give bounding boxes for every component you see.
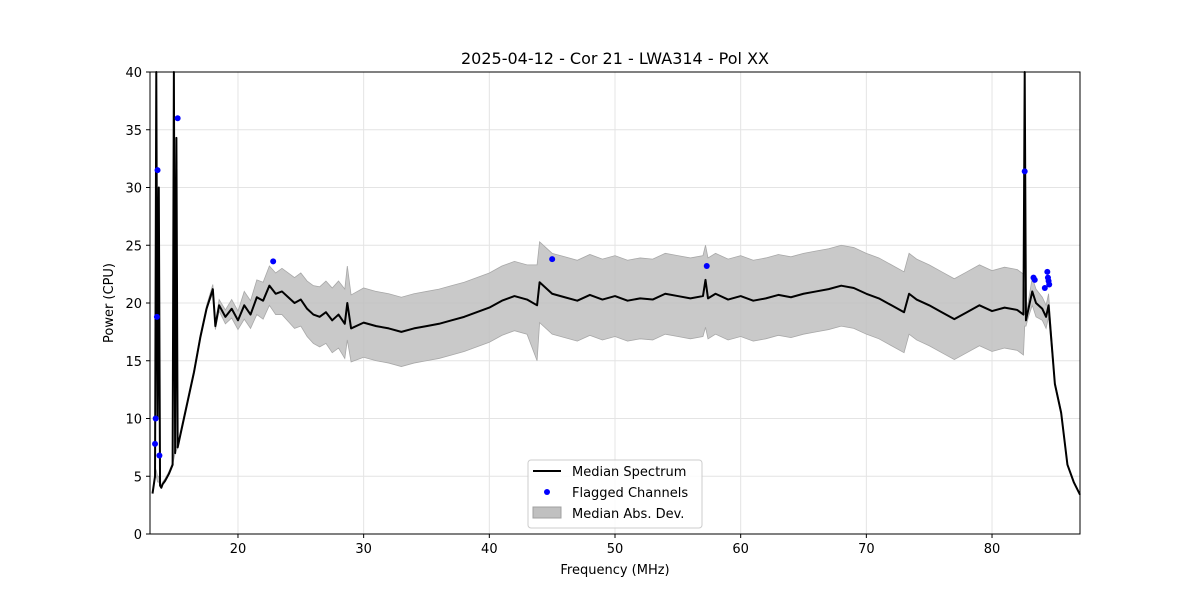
x-tick-label: 80: [984, 542, 1001, 557]
x-tick-label: 30: [355, 542, 372, 557]
flagged-channel-point: [1031, 276, 1038, 283]
x-tick-label: 50: [607, 542, 624, 557]
y-tick-label: 40: [125, 66, 142, 81]
flagged-channel-point: [1041, 284, 1048, 291]
legend-band-swatch: [532, 506, 562, 519]
legend-entry-mad: Median Abs. Dev.: [572, 507, 684, 522]
legend-entry-median: Median Spectrum: [572, 465, 686, 480]
y-tick-label: 30: [125, 182, 142, 197]
legend: Median Spectrum Flagged Channels Median …: [527, 459, 703, 529]
flagged-channel-point: [154, 167, 161, 174]
y-tick-label: 15: [125, 355, 142, 370]
median-spectrum-group: [151, 71, 1081, 496]
x-tick-label: 60: [732, 542, 749, 557]
flagged-channel-point: [152, 415, 159, 422]
legend-entry-flagged: Flagged Channels: [572, 486, 688, 501]
flagged-channel-point: [174, 115, 181, 122]
y-tick-label: 25: [125, 239, 142, 254]
x-axis-ticks: 20 30 40 50 60 70 80: [230, 534, 1001, 557]
x-tick-label: 40: [481, 542, 498, 557]
y-axis-ticks: 0 5 10 15 20 25 30 35 40: [125, 66, 150, 543]
flagged-channel-point: [1046, 281, 1053, 288]
y-tick-label: 10: [125, 413, 142, 428]
flagged-channel-point: [1044, 268, 1051, 275]
flagged-channel-point: [153, 313, 160, 320]
flagged-channel-point: [152, 440, 159, 447]
y-tick-label: 5: [134, 470, 142, 485]
median-spectrum-line: [151, 71, 1081, 496]
y-tick-label: 35: [125, 124, 142, 139]
flagged-channel-point: [549, 256, 556, 263]
flagged-channel-point: [703, 263, 710, 270]
y-tick-label: 20: [125, 297, 142, 312]
y-axis-label: Power (CPU): [102, 263, 117, 343]
flagged-channel-point: [1021, 168, 1028, 175]
flagged-channel-point: [270, 258, 277, 265]
x-tick-label: 70: [858, 542, 875, 557]
flagged-channels-group: [152, 115, 1053, 459]
y-tick-label: 0: [134, 528, 142, 543]
flagged-channel-point: [156, 452, 163, 459]
legend-point-swatch: [544, 489, 550, 495]
x-tick-label: 20: [230, 542, 247, 557]
legend-box: [527, 459, 703, 529]
x-axis-label: Frequency (MHz): [560, 563, 669, 578]
chart-title: 2025-04-12 - Cor 21 - LWA314 - Pol XX: [461, 49, 769, 68]
